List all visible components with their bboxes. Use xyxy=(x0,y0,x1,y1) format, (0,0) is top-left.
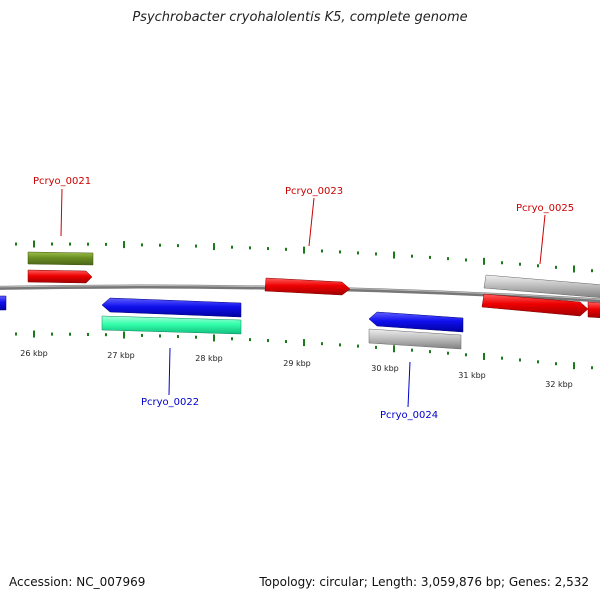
gene-label-pcryo-0021[interactable]: Pcryo_0021 xyxy=(33,176,91,187)
gene-arrow-gray-lower[interactable] xyxy=(368,328,462,350)
gene-arrow-gray-upper[interactable] xyxy=(483,274,600,298)
gene-label-pcryo-0022[interactable]: Pcryo_0022 xyxy=(141,397,199,408)
scale-label-30kbp: 30 kbp xyxy=(371,364,399,373)
gene-arrow-pcryo-0021[interactable] xyxy=(27,269,93,284)
gene-label-pcryo-0025[interactable]: Pcryo_0025 xyxy=(516,203,574,214)
scale-label-28kbp: 28 kbp xyxy=(195,354,223,363)
gene-arrow-blue-left[interactable] xyxy=(0,295,7,311)
leader-line-pcryo-0021 xyxy=(60,188,63,237)
scale-label-26kbp: 26 kbp xyxy=(20,349,48,358)
leader-line-pcryo-0022 xyxy=(168,347,171,396)
scale-label-27kbp: 27 kbp xyxy=(107,351,135,360)
gene-arrows xyxy=(0,251,600,350)
gene-label-pcryo-0023[interactable]: Pcryo_0023 xyxy=(285,186,343,197)
tick-row-bottom xyxy=(15,330,593,370)
gene-arrow-pcryo-0025[interactable] xyxy=(481,293,589,317)
scale-label-29kbp: 29 kbp xyxy=(283,359,311,368)
gene-arrow-red-next[interactable] xyxy=(587,301,600,319)
leader-line-pcryo-0024 xyxy=(407,361,411,408)
genome-summary-text: Topology: circular; Length: 3,059,876 bp… xyxy=(259,575,589,589)
gene-arrow-pcryo-0024[interactable] xyxy=(368,311,464,333)
scale-label-31kbp: 31 kbp xyxy=(458,371,486,380)
gene-arrow-pcryo-0022[interactable] xyxy=(101,297,242,318)
gene-arrow-olive[interactable] xyxy=(27,251,94,266)
tick-row-top xyxy=(15,240,593,273)
map-title: Psychrobacter cryohalolentis K5, complet… xyxy=(132,10,468,25)
leader-line-pcryo-0023 xyxy=(308,197,315,247)
accession-text: Accession: NC_007969 xyxy=(9,575,146,589)
gene-label-pcryo-0024[interactable]: Pcryo_0024 xyxy=(380,410,438,421)
gene-arrow-pcryo-0023[interactable] xyxy=(264,277,351,296)
scale-label-32kbp: 32 kbp xyxy=(545,380,573,389)
gene-arrow-teal[interactable] xyxy=(101,315,242,335)
leader-line-pcryo-0025 xyxy=(539,214,546,265)
